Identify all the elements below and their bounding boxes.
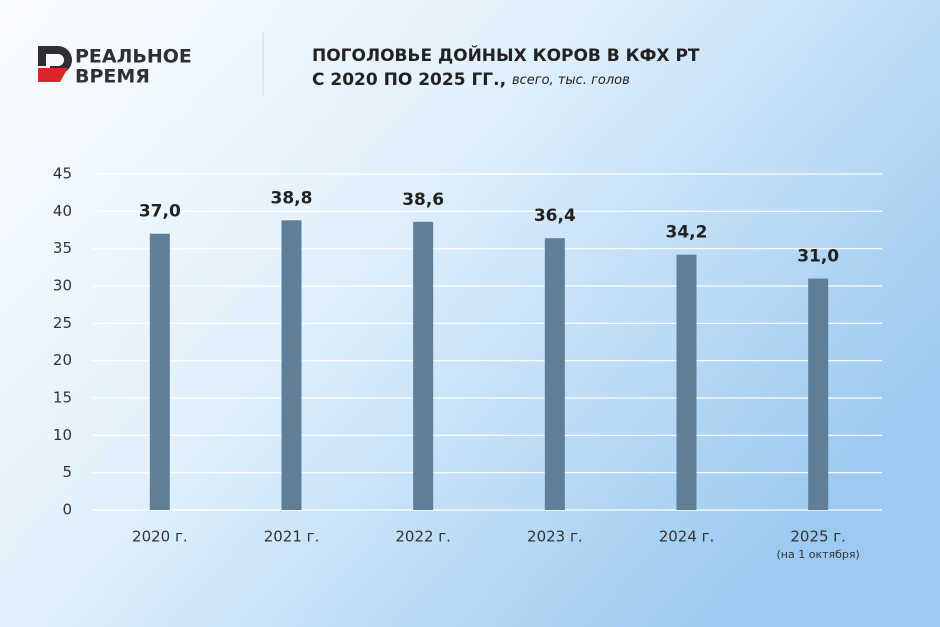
data-label: 36,4 <box>534 206 576 226</box>
x-tick-label: 2023 г. <box>527 528 583 546</box>
data-label: 31,0 <box>797 247 839 267</box>
x-tick-label: 2025 г. <box>790 528 846 546</box>
chart-subtitle: всего, тыс. голов <box>512 73 630 88</box>
y-tick-label: 10 <box>53 426 72 444</box>
x-tick-label: 2024 г. <box>659 528 715 546</box>
logo-text: РЕАЛЬНОЕ <box>75 46 192 68</box>
y-tick-label: 0 <box>62 501 72 519</box>
bar <box>281 220 302 510</box>
chart-title: С 2020 ПО 2025 ГГ., всего, тыс. голов <box>312 70 630 90</box>
y-tick-label: 30 <box>53 277 72 295</box>
x-tick-note: (на 1 октября) <box>777 548 860 561</box>
bar <box>808 278 829 510</box>
y-tick-label: 45 <box>53 165 72 183</box>
y-tick-label: 40 <box>53 202 72 220</box>
logo-text: ВРЕМЯ <box>75 66 150 88</box>
x-tick-label: 2022 г. <box>395 528 451 546</box>
bar <box>544 238 565 511</box>
bar <box>149 233 170 510</box>
data-label: 38,6 <box>402 190 444 210</box>
y-tick-label: 5 <box>62 463 72 481</box>
y-tick-label: 35 <box>53 239 72 257</box>
y-tick-label: 15 <box>53 389 72 407</box>
y-tick-label: 25 <box>53 314 72 332</box>
bar <box>413 221 434 510</box>
bar <box>676 254 697 510</box>
x-tick-label: 2021 г. <box>264 528 320 546</box>
x-tick-label: 2020 г. <box>132 528 188 546</box>
data-label: 38,8 <box>271 188 313 208</box>
chart-title: С 2020 ПО 2025 ГГ., <box>312 70 506 90</box>
chart-title: ПОГОЛОВЬЕ ДОЙНЫХ КОРОВ В КФХ РТ <box>312 44 700 66</box>
data-label: 34,2 <box>666 223 708 243</box>
logo-icon <box>38 46 72 82</box>
data-label: 37,0 <box>139 202 181 222</box>
y-tick-label: 20 <box>53 351 72 369</box>
